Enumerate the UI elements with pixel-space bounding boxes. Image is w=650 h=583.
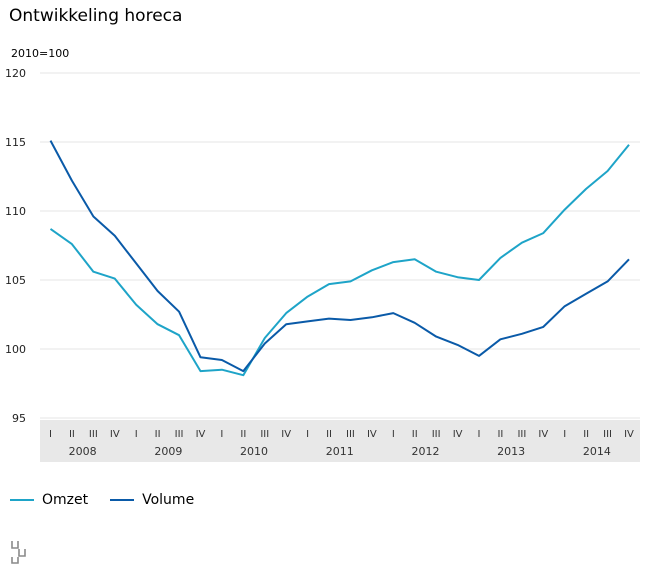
x-tick-label-quarter: I xyxy=(49,429,52,440)
x-tick-label-quarter: IV xyxy=(624,429,634,440)
x-tick-label-year: 2014 xyxy=(583,445,611,458)
x-axis-band xyxy=(40,420,640,462)
x-tick-label-quarter: II xyxy=(326,429,332,440)
x-tick-label-quarter: III xyxy=(346,429,355,440)
x-tick-label-quarter: II xyxy=(69,429,75,440)
x-tick-label-quarter: I xyxy=(220,429,223,440)
x-tick-label-quarter: II xyxy=(240,429,246,440)
x-tick-label-year: 2009 xyxy=(154,445,182,458)
x-tick-label-year: 2008 xyxy=(69,445,97,458)
cbs-logo-icon xyxy=(11,541,26,564)
x-tick-label-quarter: IV xyxy=(281,429,291,440)
x-tick-label-quarter: I xyxy=(392,429,395,440)
legend-label-omzet: Omzet xyxy=(42,492,89,508)
y-tick-label: 95 xyxy=(12,412,26,425)
legend: Omzet Volume xyxy=(10,492,216,508)
x-tick-label-quarter: IV xyxy=(110,429,120,440)
x-tick-label-year: 2013 xyxy=(497,445,525,458)
legend-swatch-omzet xyxy=(10,499,34,501)
x-tick-label-quarter: I xyxy=(563,429,566,440)
x-tick-label-quarter: III xyxy=(260,429,269,440)
x-tick-label-quarter: II xyxy=(497,429,503,440)
legend-item-omzet: Omzet xyxy=(10,492,88,508)
x-tick-label-quarter: III xyxy=(603,429,612,440)
x-tick-label-quarter: I xyxy=(478,429,481,440)
y-axis: 95 100 105 110 115 120 xyxy=(5,67,26,425)
x-tick-label-quarter: I xyxy=(135,429,138,440)
x-tick-label-quarter: II xyxy=(155,429,161,440)
series-lines xyxy=(49,140,630,377)
y-tick-label: 105 xyxy=(5,274,26,287)
y-tick-label: 120 xyxy=(5,67,26,80)
gridlines xyxy=(40,72,640,419)
x-tick-label-quarter: IV xyxy=(196,429,206,440)
x-tick-label-quarter: IV xyxy=(367,429,377,440)
x-tick-label-year: 2012 xyxy=(411,445,439,458)
y-tick-label: 110 xyxy=(5,205,26,218)
chart-title: Ontwikkeling horeca xyxy=(9,6,183,26)
legend-label-volume: Volume xyxy=(142,492,195,508)
x-tick-label-quarter: III xyxy=(175,429,184,440)
x-tick-label-quarter: II xyxy=(412,429,418,440)
x-tick-label-quarter: III xyxy=(517,429,526,440)
y-tick-label: 100 xyxy=(5,343,26,356)
x-tick-label-quarter: IV xyxy=(453,429,463,440)
series-line-volume xyxy=(49,140,630,373)
x-tick-label-quarter: II xyxy=(583,429,589,440)
x-tick-label-quarter: III xyxy=(432,429,441,440)
x-tick-label-year: 2011 xyxy=(326,445,354,458)
series-line-omzet xyxy=(49,144,630,377)
x-axis: I II III IV I II III IV I II III IV I II III IV I II III IV… xyxy=(49,429,634,458)
y-axis-unit-label: 2010=100 xyxy=(11,47,70,60)
x-tick-label-quarter: IV xyxy=(538,429,548,440)
x-tick-label-quarter: I xyxy=(306,429,309,440)
x-tick-label-year: 2010 xyxy=(240,445,268,458)
legend-item-volume: Volume xyxy=(110,492,194,508)
legend-swatch-volume xyxy=(110,499,135,501)
y-tick-label: 115 xyxy=(5,136,26,149)
x-tick-label-quarter: III xyxy=(89,429,98,440)
